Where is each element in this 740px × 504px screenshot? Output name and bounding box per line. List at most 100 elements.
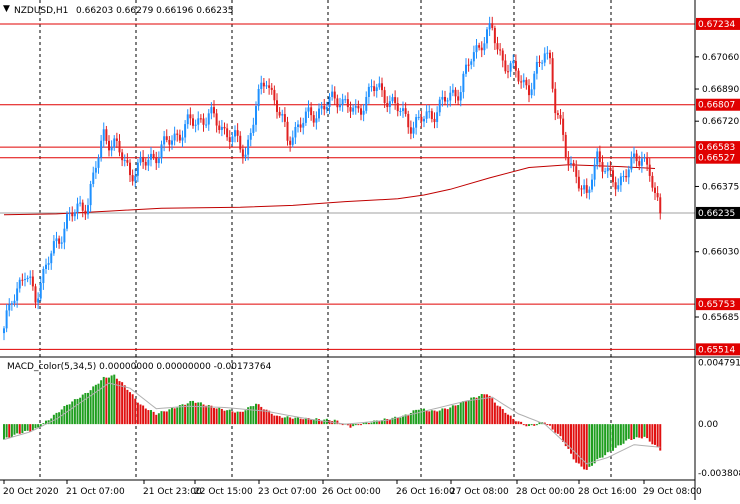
- macd-histogram-bar: [231, 411, 234, 425]
- candle-body: [71, 213, 74, 217]
- macd-histogram-bar: [115, 378, 118, 425]
- macd-histogram-bar: [283, 417, 286, 425]
- macd-histogram-bar: [168, 409, 171, 425]
- candle-body: [625, 176, 628, 178]
- macd-histogram-bar: [365, 421, 368, 425]
- candle-body: [525, 79, 528, 86]
- macd-histogram-bar: [121, 382, 124, 425]
- macd-histogram-bar: [218, 407, 221, 425]
- candle-body: [512, 60, 515, 64]
- candle-body: [39, 283, 42, 299]
- candle-body: [286, 121, 289, 141]
- candle-body: [504, 60, 507, 72]
- candle-body: [205, 124, 208, 126]
- macd-histogram-bar: [449, 407, 452, 425]
- candle-body: [58, 238, 61, 244]
- macd-histogram-bar: [591, 424, 593, 466]
- macd-histogram-bar: [226, 410, 229, 425]
- candle-body: [486, 29, 488, 44]
- macd-histogram-bar: [535, 424, 538, 426]
- macd-histogram-bar: [412, 410, 415, 425]
- candle-body: [538, 61, 541, 63]
- candle-body: [514, 60, 517, 71]
- candle-body: [289, 140, 292, 145]
- macd-histogram-bar: [493, 402, 496, 425]
- macd-histogram-bar: [323, 419, 326, 425]
- macd-histogram-bar: [470, 397, 473, 425]
- macd-histogram-bar: [465, 401, 467, 425]
- macd-histogram-bar: [45, 420, 47, 425]
- macd-histogram-bar: [76, 398, 79, 425]
- macd-histogram-bar: [428, 411, 431, 425]
- candle-body: [100, 140, 103, 158]
- macd-histogram-bar: [307, 418, 310, 425]
- candle-body: [94, 167, 97, 173]
- macd-histogram-bar: [202, 404, 205, 425]
- candle-body: [441, 96, 444, 100]
- macd-histogram-bar: [349, 424, 352, 428]
- level-price-label: 0.66527: [698, 154, 735, 164]
- candle-body: [646, 157, 649, 165]
- candle-body: [609, 167, 612, 171]
- candle-body: [659, 197, 662, 214]
- candle-body: [577, 176, 580, 189]
- candle-body: [651, 175, 654, 188]
- candle-body: [436, 112, 439, 123]
- macd-histogram-bar: [194, 402, 197, 425]
- candle-body: [155, 157, 158, 164]
- candle-body: [307, 107, 310, 112]
- candle-body: [199, 118, 202, 120]
- macd-histogram-bar: [236, 411, 239, 425]
- macd-histogram-bar: [144, 408, 147, 425]
- level-price-tag: [696, 298, 740, 311]
- macd-histogram-bar: [457, 405, 460, 425]
- macd-histogram-bar: [559, 424, 562, 437]
- macd-histogram-bar: [24, 424, 26, 431]
- macd-histogram-bar: [551, 424, 554, 430]
- candle-body: [42, 268, 45, 284]
- candle-body: [262, 82, 265, 87]
- macd-histogram-bar: [640, 424, 643, 439]
- macd-histogram-bar: [488, 395, 491, 425]
- macd-histogram-bar: [399, 417, 402, 425]
- candle-body: [640, 158, 643, 166]
- candle-body: [118, 140, 121, 153]
- macd-histogram-bar: [66, 404, 68, 425]
- candle-body: [126, 160, 129, 163]
- level-price-tag: [696, 343, 740, 356]
- macd-histogram-bar: [509, 415, 512, 425]
- macd-histogram-bar: [444, 408, 446, 425]
- macd-histogram-bar: [370, 422, 373, 425]
- candle-body: [213, 107, 215, 114]
- macd-histogram-bar: [630, 424, 633, 440]
- macd-histogram-bar: [491, 398, 494, 425]
- candle-body: [136, 162, 139, 176]
- macd-histogram-bar: [199, 402, 202, 425]
- candle-body: [404, 108, 407, 114]
- macd-histogram-bar: [417, 409, 420, 425]
- macd-histogram-bar: [312, 419, 315, 425]
- candle-body: [47, 263, 50, 265]
- macd-histogram-bar: [480, 394, 483, 425]
- candle-body: [171, 140, 173, 145]
- candle-body: [336, 98, 339, 108]
- candle-body: [528, 85, 530, 96]
- candle-body: [150, 153, 152, 160]
- macd-histogram-bar: [388, 419, 391, 425]
- macd-histogram-bar: [520, 421, 523, 425]
- candle-body: [459, 92, 462, 101]
- candle-body: [394, 97, 397, 104]
- candle-body: [433, 118, 436, 123]
- macd-histogram-bar: [249, 406, 252, 425]
- candle-body: [499, 49, 502, 51]
- macd-histogram-bar: [499, 406, 502, 425]
- x-tick-label: 20 Oct 2020: [3, 487, 59, 497]
- candle-body: [654, 187, 656, 193]
- candle-body: [572, 162, 575, 167]
- candle-body: [509, 63, 512, 72]
- macd-histogram-bar: [601, 424, 604, 458]
- macd-histogram-bar: [430, 410, 433, 425]
- ohlc-label: 0.66203 0.66279 0.66196 0.66235: [76, 6, 233, 16]
- macd-histogram-bar: [609, 424, 612, 452]
- candle-body: [291, 137, 294, 145]
